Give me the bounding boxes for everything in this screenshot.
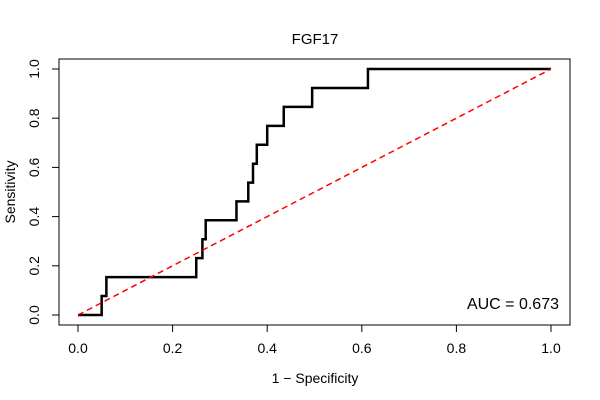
plot-frame (58, 58, 571, 326)
y-tick-label: 0.0 (26, 305, 42, 325)
series-layer (77, 67, 552, 317)
chart-title: FGF17 (292, 31, 339, 48)
reference-diagonal-line (77, 68, 552, 316)
auc-annotation: AUC = 0.673 (467, 296, 559, 313)
x-axis: 0.0 0.2 0.4 0.6 0.8 1.0 (68, 325, 561, 356)
y-tick-label: 1.0 (26, 59, 42, 79)
x-axis-label: 1 − Specificity (272, 370, 359, 386)
x-tick-label: 0.6 (352, 340, 372, 356)
y-tick-label: 0.6 (26, 157, 42, 177)
y-tick-label: 0.4 (26, 207, 42, 227)
x-tick-label: 0.4 (257, 340, 277, 356)
y-tick-label: 0.8 (26, 108, 42, 128)
x-tick-label: 0.0 (68, 340, 88, 356)
x-tick-label: 0.2 (163, 340, 183, 356)
x-tick-label: 1.0 (541, 340, 561, 356)
y-tick-label: 0.2 (26, 256, 42, 276)
x-tick-label: 0.8 (447, 340, 467, 356)
y-axis: 0.0 0.2 0.4 0.6 0.8 1.0 (26, 59, 59, 325)
y-axis-label: Sensitivity (2, 160, 18, 223)
